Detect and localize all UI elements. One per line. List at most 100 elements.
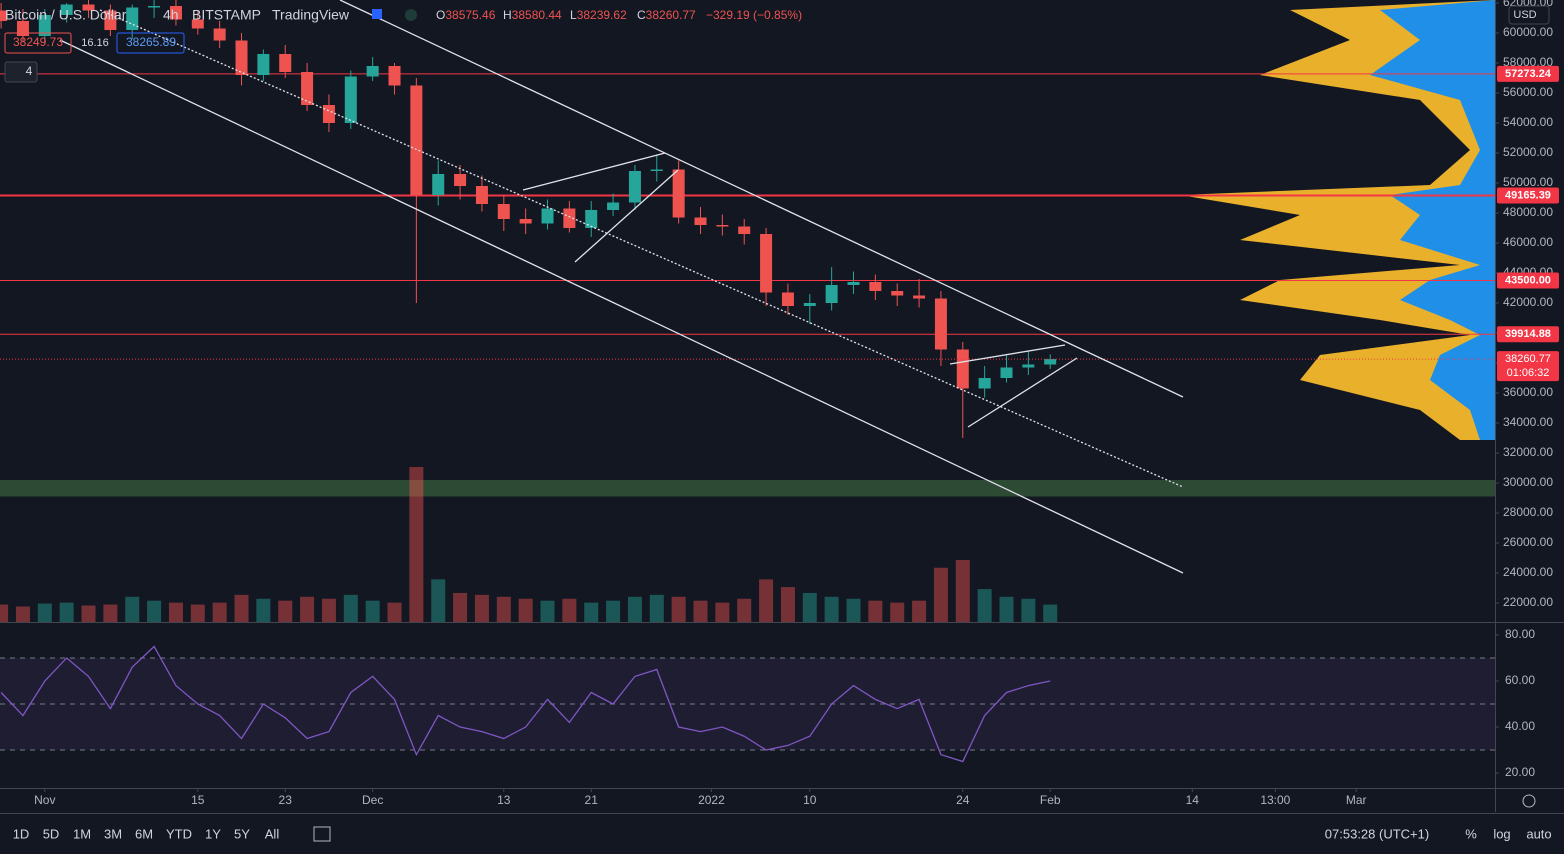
y-tick-label: 56000.00 — [1503, 85, 1553, 99]
flag-icon[interactable] — [372, 9, 382, 19]
bid-box[interactable] — [4, 32, 72, 54]
range-button[interactable]: 5D — [43, 826, 60, 841]
volume-bar — [912, 600, 927, 622]
volume-bar — [343, 594, 358, 622]
ohlc-item: H38580.44 — [503, 8, 562, 22]
candle-body — [432, 173, 445, 195]
x-tick-label: 15 — [191, 793, 205, 807]
x-tick-label: 13:00 — [1260, 793, 1290, 807]
change: −329.19 (−0.85%) — [706, 8, 802, 22]
volume-bar — [584, 602, 599, 622]
ohlc-key: C — [637, 8, 646, 22]
volume-bar — [890, 602, 905, 622]
range-button[interactable]: 1D — [13, 826, 30, 841]
interval[interactable]: 4h — [163, 7, 179, 23]
range-button[interactable]: All — [265, 826, 280, 841]
volume-bar — [1021, 598, 1036, 622]
candle-body — [366, 65, 379, 77]
x-tick-label: 23 — [279, 793, 293, 807]
volume-bar — [81, 605, 96, 622]
candle-body — [803, 302, 816, 306]
y-tick-label: 54000.00 — [1503, 115, 1553, 129]
candle-body — [497, 203, 510, 219]
volume-bar — [453, 592, 468, 622]
currency[interactable]: USD — [1513, 9, 1536, 21]
x-tick-label: Nov — [34, 793, 55, 807]
ohlc-key: O — [436, 8, 445, 22]
candle-body — [126, 7, 139, 30]
range-button[interactable]: 6M — [135, 826, 153, 841]
range-button[interactable]: 1M — [73, 826, 91, 841]
support-zone — [0, 479, 1495, 497]
candle-body — [716, 224, 729, 227]
candle-body — [738, 226, 751, 234]
wedge-line — [949, 344, 1066, 365]
volume-bar — [999, 596, 1014, 622]
range-button[interactable]: 1Y — [205, 826, 221, 841]
candle-body — [38, 14, 51, 36]
date-range-icon[interactable] — [313, 826, 331, 842]
y-tick-label: 34000.00 — [1503, 415, 1553, 429]
candle-body — [148, 5, 161, 8]
clock[interactable]: 07:53:28 (UTC+1) — [1325, 826, 1429, 841]
candle-body — [344, 76, 357, 123]
last-price-tag — [1497, 351, 1559, 382]
scale-option[interactable]: % — [1465, 826, 1477, 841]
candle-body — [934, 298, 947, 350]
volume-bar — [256, 598, 271, 622]
level-tag — [1497, 326, 1559, 343]
wedge-line — [574, 169, 679, 263]
indicator-count[interactable]: 4 — [26, 64, 33, 78]
spread: 16.16 — [81, 37, 109, 49]
exchange: BITSTAMP — [192, 7, 261, 23]
x-tick-label: 14 — [1186, 793, 1200, 807]
status-icon[interactable] — [405, 9, 417, 21]
volume-bar — [518, 598, 533, 622]
channel-mid — [99, 9, 1184, 488]
ask-box[interactable] — [116, 32, 185, 54]
range-button[interactable]: 5Y — [234, 826, 250, 841]
scale-option[interactable]: log — [1493, 826, 1510, 841]
scale-option[interactable]: auto — [1526, 826, 1551, 841]
bid[interactable]: 38249.73 — [13, 35, 63, 49]
candle-body — [760, 233, 773, 293]
level-tag-label: 43500.00 — [1505, 274, 1551, 286]
candle-body — [891, 290, 904, 296]
candle-body — [279, 53, 292, 72]
candle-body — [1022, 364, 1035, 368]
candle-body — [1044, 359, 1057, 365]
range-button[interactable]: 3M — [104, 826, 122, 841]
volume-profile — [1180, 0, 1495, 440]
candle-body — [388, 65, 401, 86]
currency-box[interactable] — [1508, 5, 1550, 25]
indicator-toggle[interactable] — [4, 61, 38, 83]
volume-bar — [234, 594, 249, 622]
volume-bar — [0, 604, 9, 622]
y-tick-label: 36000.00 — [1503, 385, 1553, 399]
rsi-tick-label: 60.00 — [1505, 673, 1535, 687]
settings-icon[interactable] — [1522, 794, 1536, 808]
candle-body — [541, 208, 554, 224]
x-tick-label: 2022 — [698, 793, 725, 807]
volume-bar — [147, 600, 162, 622]
volume-bar — [278, 600, 293, 622]
volume-bar — [693, 600, 708, 622]
candle-body — [475, 185, 488, 204]
y-tick-label: 62000.00 — [1503, 0, 1553, 9]
volume-bar — [649, 594, 664, 622]
volume-bar — [562, 598, 577, 622]
x-tick-label: 10 — [803, 793, 817, 807]
wedge-line — [522, 152, 666, 191]
candle-body — [607, 202, 620, 210]
y-tick-label: 30000.00 — [1503, 475, 1553, 489]
volume-bar — [846, 598, 861, 622]
level-tag-label: 57273.24 — [1505, 68, 1552, 80]
ask[interactable]: 38265.89 — [126, 35, 176, 49]
ohlc-item: O38575.46 — [436, 8, 496, 22]
volume-bar — [977, 589, 992, 622]
source: TradingView — [272, 7, 350, 23]
volume-bar — [212, 602, 227, 622]
candle-body — [978, 377, 991, 389]
range-button[interactable]: YTD — [166, 826, 192, 841]
